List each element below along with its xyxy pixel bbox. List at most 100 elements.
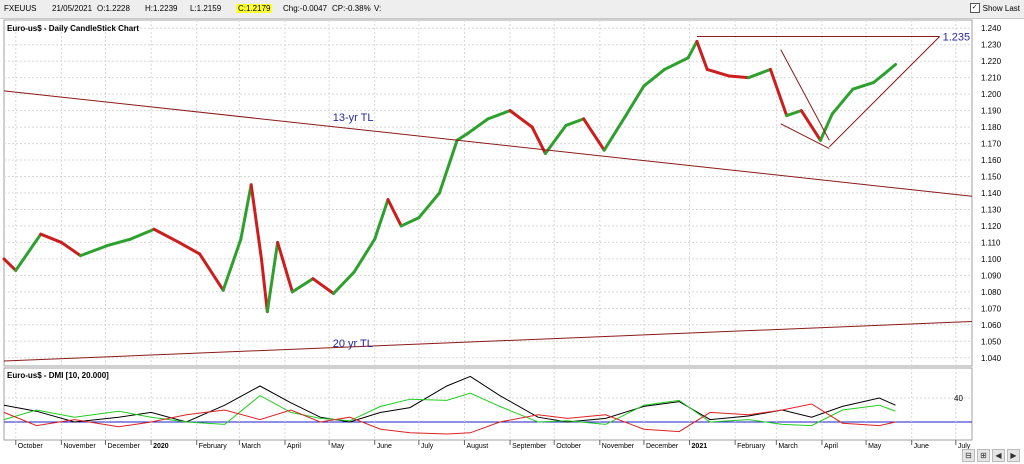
price-segment <box>290 277 315 294</box>
price-segment <box>221 237 243 292</box>
price-tick-label: 1.150 <box>981 173 1002 182</box>
scroll-right-button[interactable]: ▶ <box>1007 449 1020 462</box>
price-tick-label: 1.040 <box>981 354 1002 363</box>
chart-nav-buttons: ⊟ ⊞ ◀ ▶ <box>962 449 1020 462</box>
price-tick-label: 1.090 <box>981 271 1002 280</box>
date-tick-label: November <box>602 443 635 450</box>
close-value: C:1.2179 <box>236 4 273 13</box>
date-tick-label: February <box>199 443 228 450</box>
price-segment <box>59 240 82 258</box>
price-axis: 1.040 1.050 1.060 1.070 1.080 1.090 1.100 1.110… <box>954 24 1002 403</box>
date-tick-label: February <box>737 443 766 450</box>
change-value: Chg:-0.0047 <box>283 4 328 13</box>
dmi-chart-title: Euro-us$ - DMI [10, 20.000] <box>7 371 109 380</box>
date-tick-label: July <box>421 443 434 450</box>
dmi-series-line <box>3 392 896 427</box>
channel-lower-line <box>828 36 940 148</box>
scroll-left-button[interactable]: ◀ <box>992 449 1005 462</box>
wedge-lower-line <box>780 123 830 149</box>
date-tick-label: November <box>63 443 96 450</box>
low-value: L:1.2159 <box>190 4 222 13</box>
date-tick-label: December <box>108 443 141 450</box>
price-segment <box>623 84 646 119</box>
trendline-13yr <box>3 90 973 197</box>
date-tick-label: May <box>331 443 345 450</box>
price-segment <box>249 183 263 261</box>
date-tick-label: October <box>556 443 582 450</box>
price-tick-label: 1.200 <box>981 90 1002 99</box>
date-tick-label: September <box>512 443 547 450</box>
price-tick-label: 1.170 <box>981 140 1002 149</box>
price-segment <box>239 183 253 241</box>
trendline-13yr-label: 13-yr TL <box>333 112 374 124</box>
zoom-in-button[interactable]: ⊞ <box>977 449 990 462</box>
price-segment <box>78 244 109 258</box>
price-segment <box>785 109 803 118</box>
price-segment <box>465 117 490 136</box>
date-axis: October November December 2020 February March… <box>15 440 971 450</box>
date-tick-label: July <box>958 443 971 450</box>
price-segment <box>399 216 421 228</box>
price-segment <box>129 227 156 241</box>
trendline-20yr <box>3 321 973 362</box>
price-tick-label: 1.160 <box>981 156 1002 165</box>
price-segment <box>508 109 534 129</box>
price-segment <box>686 39 699 60</box>
price-segment <box>695 39 709 71</box>
zoom-out-button[interactable]: ⊟ <box>962 449 975 462</box>
trendlines <box>3 35 973 362</box>
price-tick-label: 1.190 <box>981 107 1002 116</box>
resistance-label: 1.235 <box>943 31 971 43</box>
price-segment <box>543 123 568 155</box>
show-last-toggle[interactable]: ✓ Show Last <box>969 3 1020 13</box>
price-tick-label: 1.130 <box>981 205 1002 214</box>
price-segment <box>152 227 181 244</box>
date-tick-label: 2020 <box>153 443 169 450</box>
price-segment <box>530 125 547 155</box>
price-segment <box>642 67 667 88</box>
date-tick-label: March <box>241 443 261 450</box>
price-tick-label: 1.230 <box>981 41 1002 50</box>
price-segment <box>799 109 822 142</box>
price-tick-label: 1.210 <box>981 74 1002 83</box>
price-tick-label: 1.180 <box>981 123 1002 132</box>
price-tick-label: 1.140 <box>981 189 1002 198</box>
main-grid <box>4 20 972 366</box>
date-tick-label: 2021 <box>692 443 708 450</box>
price-tick-label: 1.070 <box>981 304 1002 313</box>
price-segment <box>768 67 789 118</box>
show-last-checkbox[interactable]: ✓ <box>969 3 980 13</box>
price-segment <box>386 198 403 228</box>
price-tick-label: 1.060 <box>981 321 1002 330</box>
price-tick-label: 1.220 <box>981 57 1002 66</box>
price-segment <box>2 257 18 272</box>
price-segment <box>352 237 377 274</box>
price-segment <box>818 112 834 142</box>
chart-header-bar: FXEUUS 21/05/2021 O:1.2228 H:1.2239 L:1.… <box>0 0 1024 19</box>
dmi-grid <box>4 368 972 440</box>
price-tick-label: 1.100 <box>981 255 1002 264</box>
price-segment <box>259 257 269 314</box>
price-segment <box>332 270 356 296</box>
price-tick-label: 1.080 <box>981 288 1002 297</box>
price-tick-label: 1.110 <box>981 238 1001 247</box>
price-segment <box>276 240 294 294</box>
symbol-label: FXEUUS <box>4 4 37 13</box>
price-segment <box>746 67 772 80</box>
price-segment <box>602 115 627 152</box>
price-tick-label: 1.050 <box>981 337 1002 346</box>
price-segment <box>486 109 512 121</box>
price-segment <box>39 232 63 244</box>
date-tick-label: August <box>466 443 488 450</box>
date-label: 21/05/2021 <box>52 4 93 13</box>
price-segment <box>727 74 750 80</box>
price-segment <box>417 191 441 220</box>
main-chart-title: Euro-us$ - Daily CandleStick Chart <box>7 24 139 33</box>
price-segment <box>177 240 202 256</box>
dmi-series-line <box>3 403 896 435</box>
price-segment <box>105 237 133 248</box>
date-tick-label: April <box>287 443 301 450</box>
dmi-series-line <box>3 375 896 423</box>
price-segment <box>14 232 43 272</box>
